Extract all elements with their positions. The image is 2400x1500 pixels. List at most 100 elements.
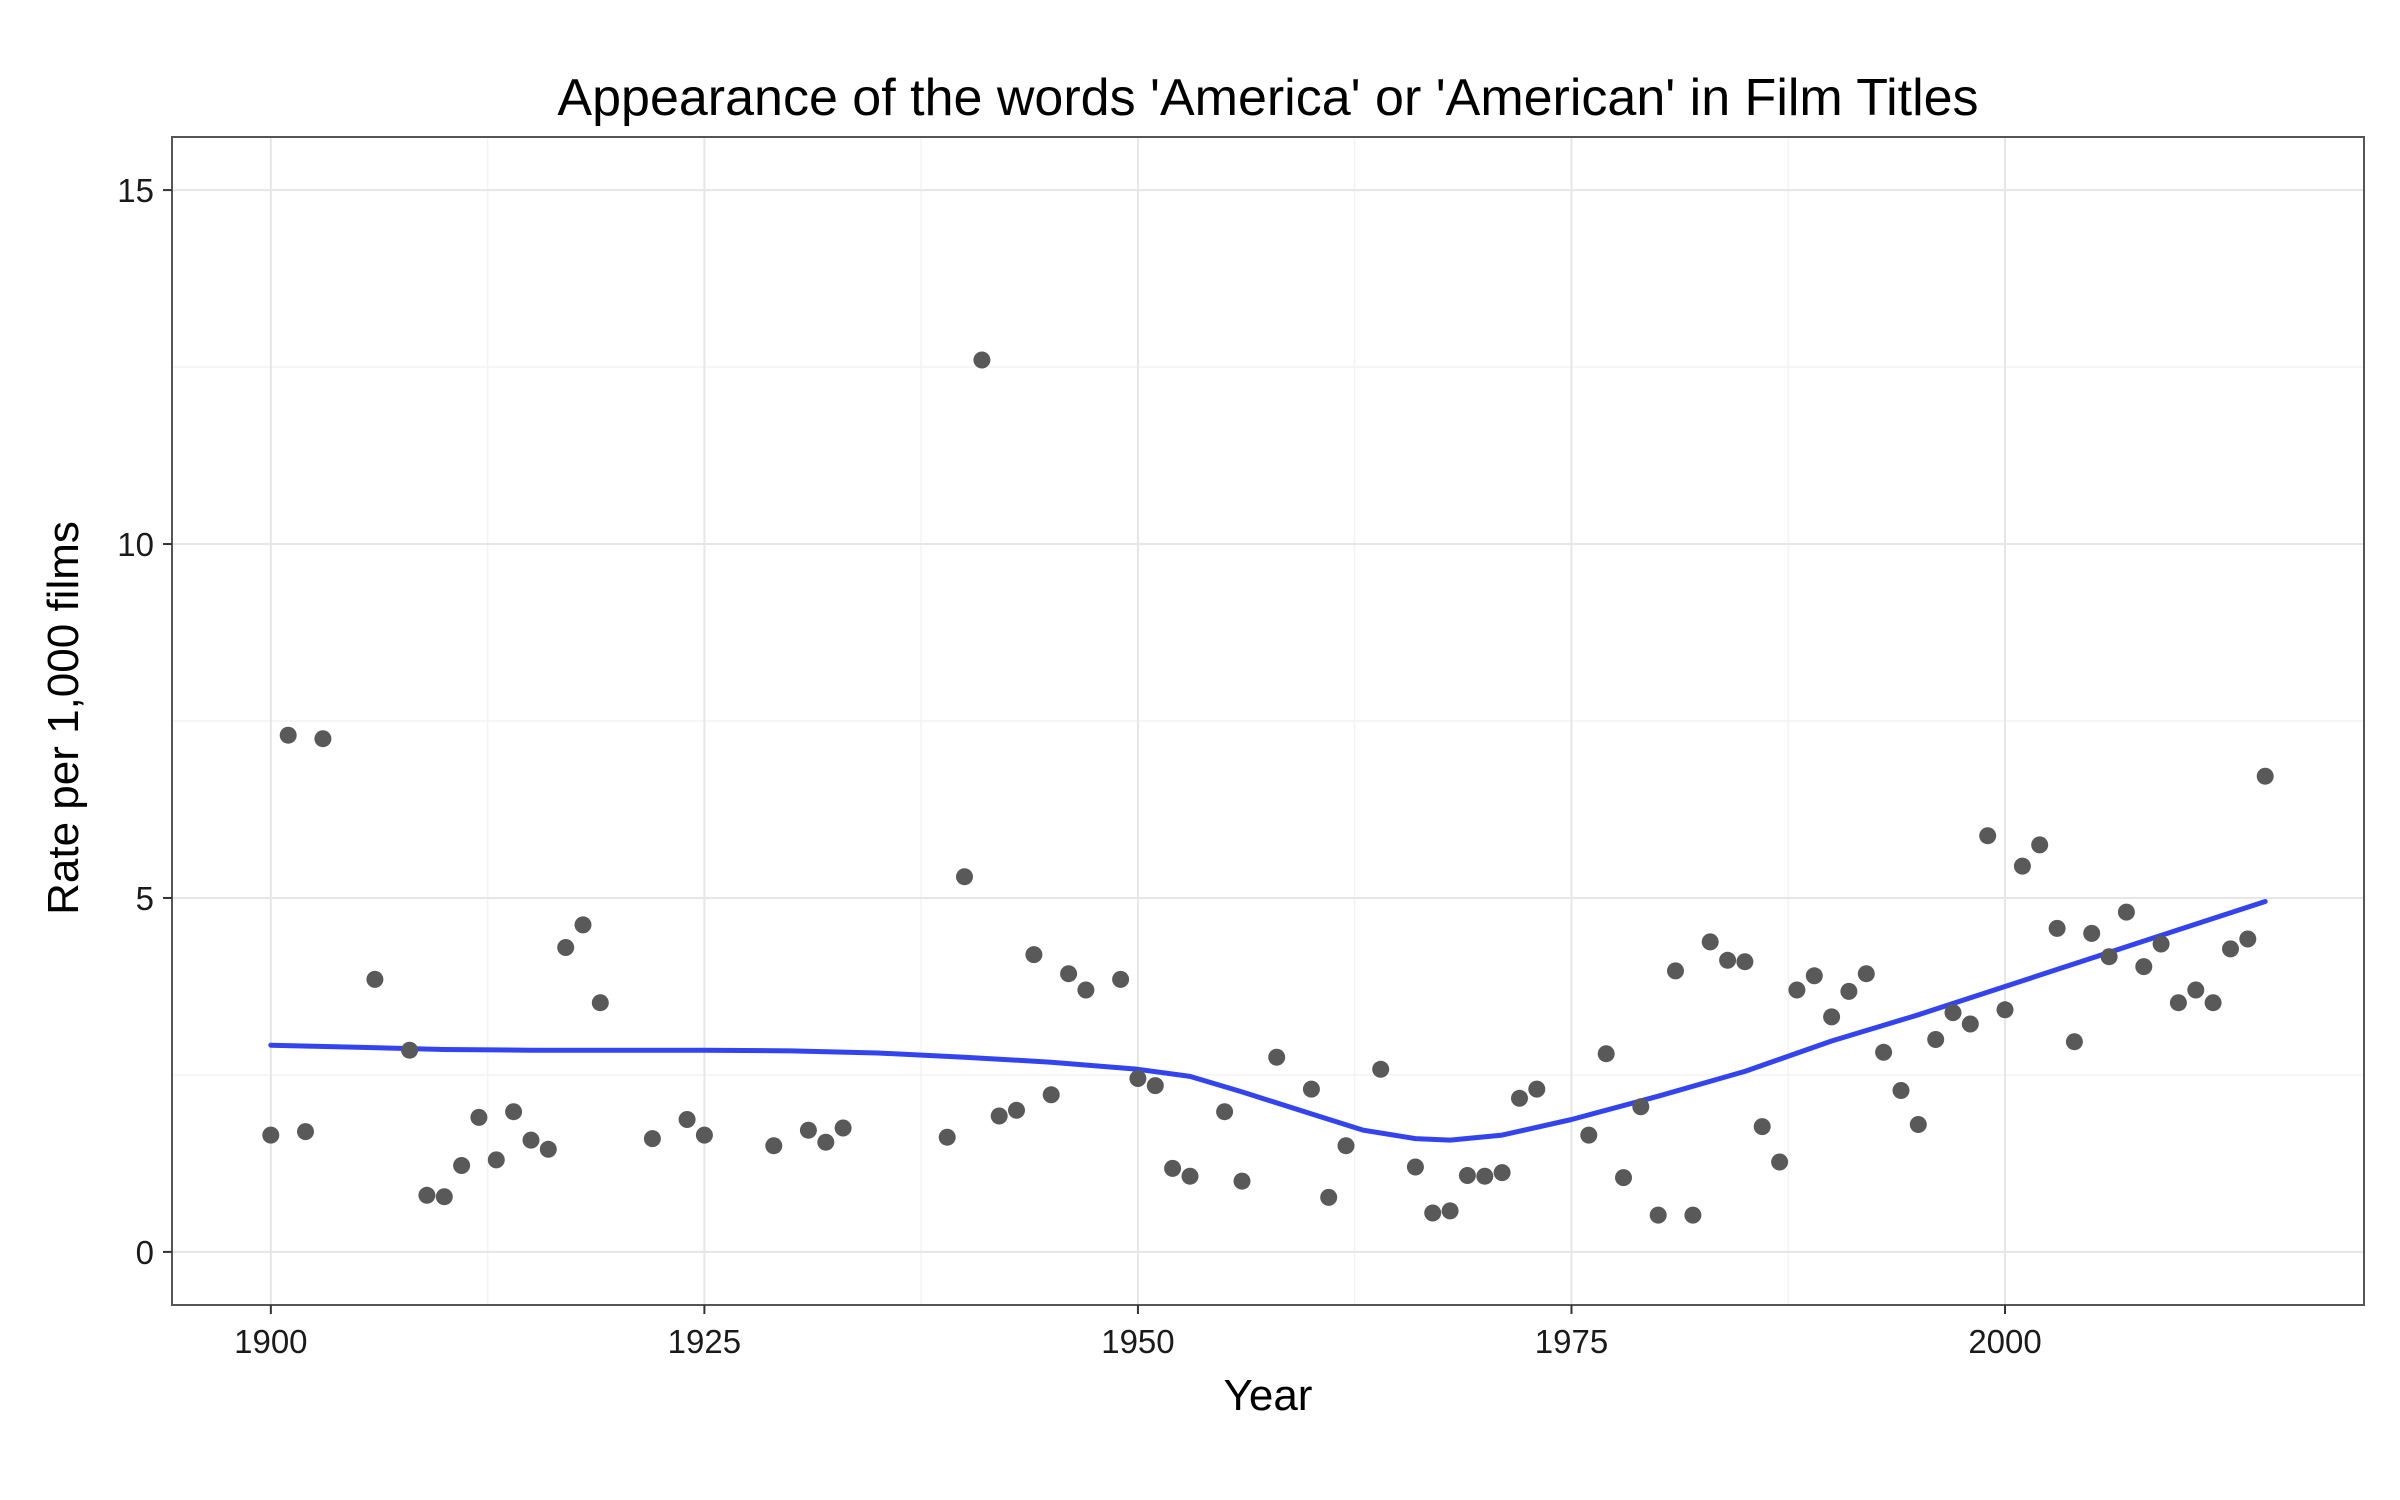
data-point <box>1771 1153 1789 1171</box>
data-point <box>1875 1043 1893 1061</box>
y-axis-title: Rate per 1,000 films <box>39 521 88 915</box>
data-point <box>1996 1001 2014 1019</box>
data-point <box>1337 1137 1355 1155</box>
data-point <box>1476 1167 1494 1185</box>
data-point <box>1857 965 1875 983</box>
data-point <box>1077 981 1095 999</box>
data-point <box>1649 1206 1667 1224</box>
data-point <box>1719 951 1737 969</box>
data-point <box>2222 940 2239 958</box>
data-point <box>1511 1089 1528 1107</box>
data-point <box>695 1126 713 1144</box>
data-point <box>1112 970 1130 988</box>
data-point <box>1632 1098 1650 1116</box>
data-point <box>2031 836 2049 854</box>
data-point <box>2169 994 2187 1012</box>
data-point <box>2152 935 2170 953</box>
x-tick-label: 1925 <box>668 1323 741 1360</box>
data-point <box>1493 1164 1511 1182</box>
data-point <box>262 1126 280 1144</box>
data-point <box>2187 981 2205 999</box>
data-point <box>1823 1008 1841 1026</box>
data-point <box>574 916 592 934</box>
data-point <box>1458 1167 1476 1184</box>
data-point <box>1268 1048 1286 1066</box>
y-axis: 0 5 10 15 <box>117 172 172 1271</box>
data-point <box>1233 1172 1251 1190</box>
data-point <box>1788 981 1806 999</box>
data-point <box>522 1131 540 1149</box>
y-tick-label: 0 <box>136 1234 154 1271</box>
data-point <box>678 1111 696 1128</box>
data-point <box>297 1123 314 1141</box>
data-point <box>1580 1126 1598 1144</box>
data-point <box>2135 958 2153 976</box>
data-point <box>2048 919 2066 937</box>
data-point <box>1528 1080 1546 1098</box>
data-point <box>539 1140 557 1158</box>
points-layer <box>262 351 2274 1224</box>
data-point <box>2065 1033 2083 1051</box>
data-point <box>973 351 991 369</box>
data-point <box>643 1130 661 1148</box>
data-point <box>1667 962 1684 980</box>
trend-line <box>268 899 2268 1143</box>
data-point <box>1927 1031 1945 1048</box>
x-tick-label: 1975 <box>1535 1323 1608 1360</box>
data-point <box>2239 930 2257 948</box>
trend-layer <box>268 899 2268 1143</box>
data-point <box>418 1186 436 1204</box>
x-tick-label: 1950 <box>1101 1323 1174 1360</box>
data-point <box>1146 1077 1164 1095</box>
data-point <box>1320 1188 1338 1206</box>
data-point <box>366 970 384 988</box>
x-axis: 1900 1925 1950 1975 2000 <box>234 1305 2042 1360</box>
chart-title: Appearance of the words 'America' or 'Am… <box>557 69 1978 127</box>
data-point <box>1701 933 1719 951</box>
data-point <box>2204 994 2222 1012</box>
data-point <box>453 1157 471 1174</box>
plot-panel-border <box>171 136 2365 1306</box>
data-point <box>2013 857 2031 875</box>
data-point <box>1008 1101 1025 1119</box>
data-point <box>1684 1206 1702 1224</box>
data-point <box>1129 1070 1147 1087</box>
data-point <box>2256 767 2274 785</box>
data-point <box>1753 1118 1771 1136</box>
data-point <box>834 1119 852 1137</box>
x-tick-label: 2000 <box>1968 1323 2041 1360</box>
data-point <box>435 1188 453 1206</box>
y-tick-label: 5 <box>136 880 154 917</box>
data-point <box>470 1108 488 1126</box>
data-point <box>765 1137 783 1155</box>
grid <box>172 137 2364 1305</box>
data-point <box>1042 1086 1060 1104</box>
data-point <box>956 868 973 886</box>
data-point <box>505 1103 523 1121</box>
data-point <box>1406 1158 1424 1176</box>
data-point <box>314 730 332 748</box>
data-point <box>1181 1167 1199 1185</box>
data-point <box>401 1041 419 1059</box>
data-point <box>938 1128 956 1146</box>
data-point <box>2117 903 2135 921</box>
data-point <box>1805 967 1823 985</box>
data-point <box>1060 965 1078 983</box>
x-axis-title: Year <box>1224 1371 1313 1420</box>
data-point <box>591 994 609 1012</box>
data-point <box>1961 1015 1979 1033</box>
data-point <box>1302 1080 1320 1098</box>
data-point <box>817 1133 835 1151</box>
data-point <box>487 1151 505 1169</box>
data-point <box>2100 948 2118 966</box>
y-tick-label: 10 <box>117 526 154 563</box>
data-point <box>1615 1169 1632 1187</box>
data-point <box>1979 827 1997 845</box>
data-point <box>279 726 297 744</box>
y-tick-label: 15 <box>117 172 154 209</box>
data-point <box>1372 1060 1390 1078</box>
data-point <box>1736 953 1754 971</box>
data-point <box>1840 982 1858 1000</box>
data-point <box>557 939 575 956</box>
